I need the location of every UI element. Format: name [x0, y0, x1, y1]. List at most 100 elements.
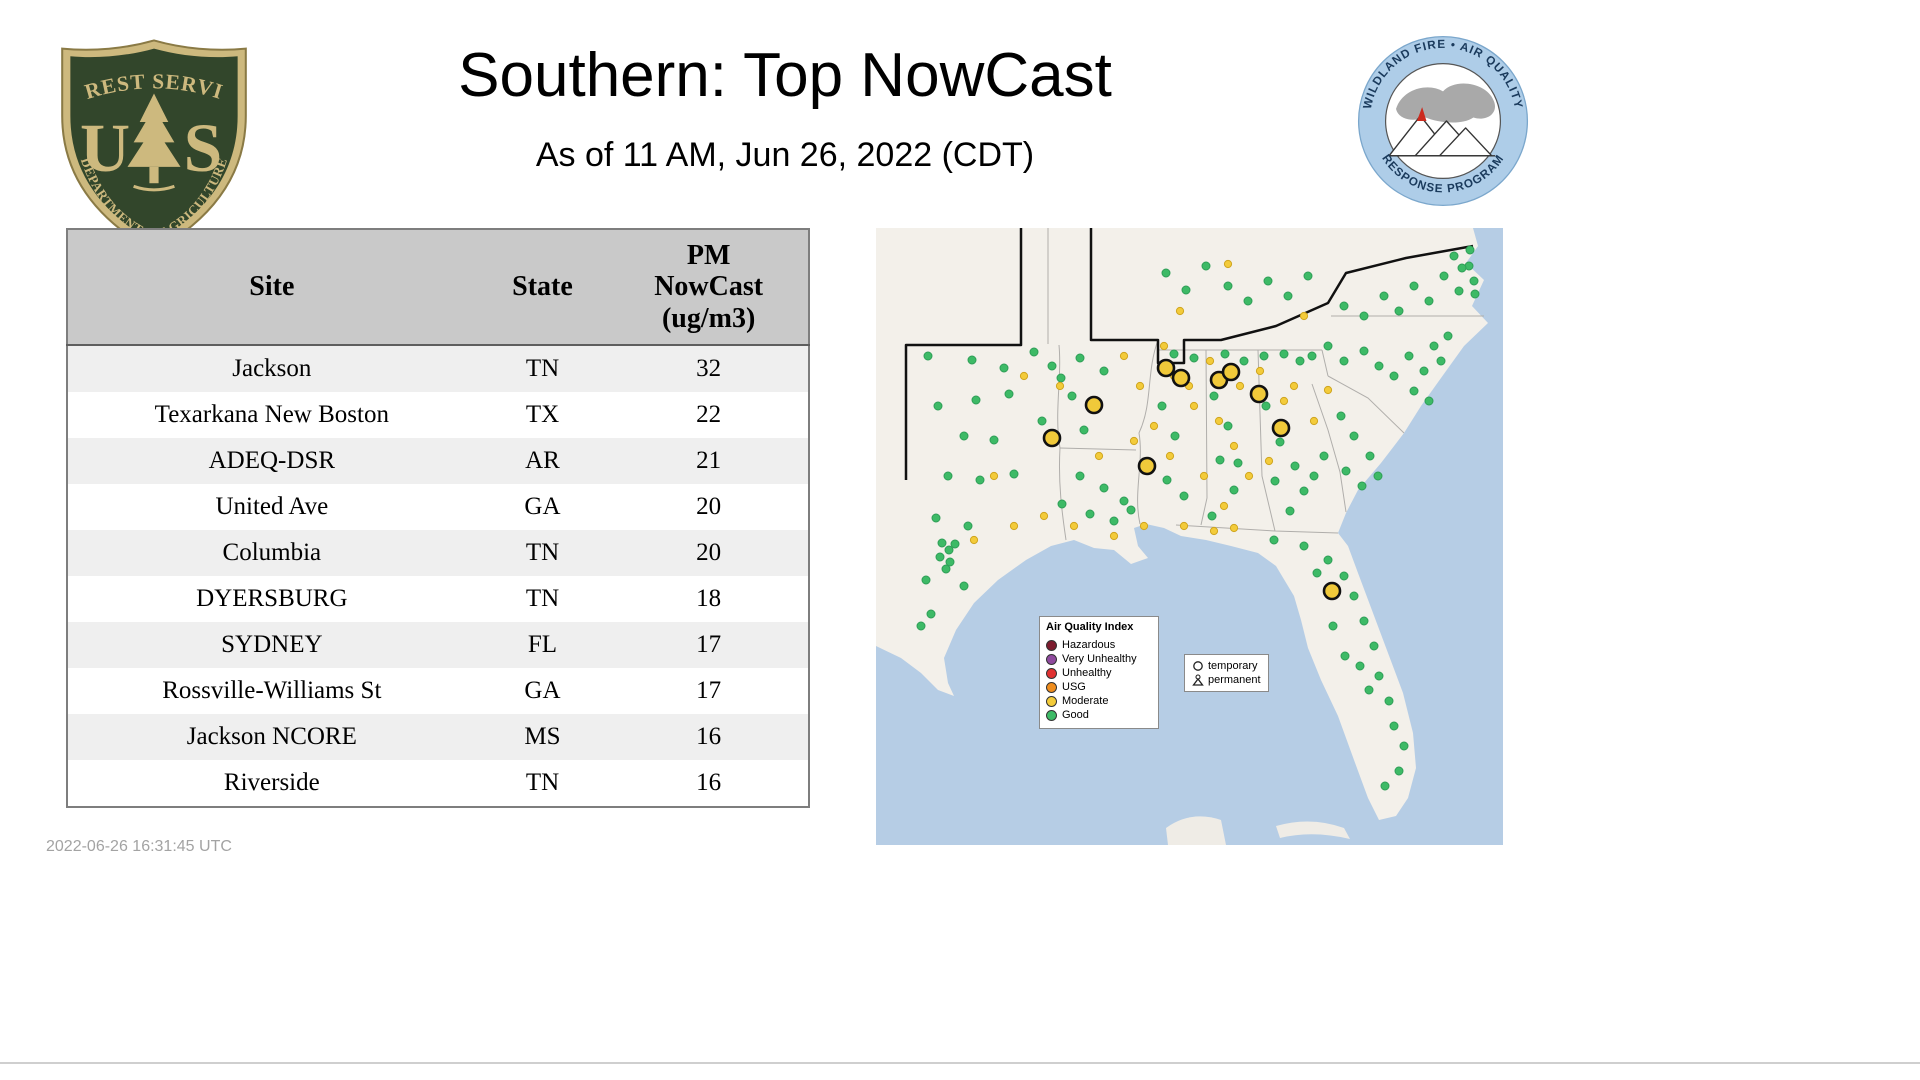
monitor-marker-good: [1323, 341, 1333, 351]
column-header-site: Site: [67, 229, 476, 347]
monitor-marker-good: [1409, 281, 1419, 291]
cell-pm-nowcast: 17: [696, 631, 722, 659]
monitor-marker-good: [1162, 475, 1172, 485]
monitor-marker-moderate: [1209, 526, 1219, 536]
monitor-marker-good: [933, 401, 943, 411]
cell-state: GA: [524, 677, 561, 705]
nowcast-table: Site State PM NowCast (ug/m3) Jackson TN 3…: [66, 228, 810, 809]
page-bottom-divider: [0, 1062, 1920, 1064]
monitor-marker-good: [1239, 356, 1249, 366]
monitor-marker-good: [1057, 499, 1067, 509]
cell-site: Texarkana New Boston: [154, 401, 389, 429]
monitor-marker-moderate: [1069, 521, 1079, 531]
monitor-marker-moderate: [1019, 371, 1029, 381]
monitor-marker-good: [1303, 271, 1313, 281]
monitor-marker-good: [1181, 285, 1191, 295]
monitor-marker-good: [1299, 486, 1309, 496]
top-site-marker: [1221, 362, 1241, 382]
monitor-marker-good: [1339, 301, 1349, 311]
monitor-marker-good: [975, 475, 985, 485]
cell-state: MS: [524, 723, 561, 751]
monitor-marker-good: [1357, 481, 1367, 491]
flame-icon: [1416, 107, 1427, 121]
monitor-marker-good: [959, 581, 969, 591]
monitor-marker-moderate: [1055, 381, 1065, 391]
cell-site: Columbia: [222, 539, 322, 567]
cuba-land: [1276, 821, 1350, 839]
monitor-marker-good: [1259, 351, 1269, 361]
monitor-marker-good: [1457, 263, 1467, 273]
monitor-marker-good: [1424, 296, 1434, 306]
region-boundary: [904, 228, 1474, 480]
cell-state: TN: [525, 585, 560, 613]
top-site-marker: [1249, 384, 1269, 404]
monitor-marker-moderate: [1323, 385, 1333, 395]
cell-pm-nowcast: 20: [696, 493, 722, 521]
permanent-legend-row: permanent: [1192, 673, 1261, 687]
monitor-marker-good: [999, 363, 1009, 373]
aqi-legend-title: Air Quality Index: [1046, 621, 1134, 633]
table-row: SYDNEY FL 17: [67, 622, 809, 669]
cell-pm-nowcast: 21: [696, 447, 722, 475]
monitor-marker-good: [1319, 451, 1329, 461]
page-subtitle: As of 11 AM, Jun 26, 2022 (CDT): [535, 136, 1035, 175]
temporary-label: temporary: [1208, 659, 1258, 672]
aqi-legend: Air Quality Index Hazardous Very Unhealth…: [1039, 616, 1159, 729]
state-borders: [1047, 228, 1484, 541]
monitor-marker-good: [1465, 245, 1475, 255]
monitor-marker-good: [1309, 471, 1319, 481]
cell-site: DYERSBURG: [196, 585, 348, 613]
monitor-marker-moderate: [1135, 381, 1145, 391]
top-site-marker: [1042, 428, 1062, 448]
monitor-marker-good: [1170, 431, 1180, 441]
monitor-marker-good: [1429, 341, 1439, 351]
monitor-marker-good: [1207, 511, 1217, 521]
monitor-marker-good: [1263, 276, 1273, 286]
monitor-marker-good: [1328, 621, 1338, 631]
monitor-marker-good: [1029, 347, 1039, 357]
monitor-marker-good: [950, 539, 960, 549]
top-site-marker: [1322, 581, 1342, 601]
cell-site: United Ave: [215, 493, 329, 521]
table-row: Rossville-Williams St GA 17: [67, 668, 809, 714]
monitor-marker-moderate: [969, 535, 979, 545]
monitor-marker-moderate: [1039, 511, 1049, 521]
monitor-marker-moderate: [1165, 451, 1175, 461]
cell-state: AR: [525, 447, 560, 475]
cell-state: TN: [525, 769, 560, 797]
cell-site: Riverside: [223, 769, 320, 797]
monitor-marker-good: [923, 351, 933, 361]
monitor-marker-good: [1399, 741, 1409, 751]
cell-state: GA: [524, 493, 561, 521]
monitor-marker-good: [1449, 251, 1459, 261]
aqi-label: USG: [1062, 680, 1086, 693]
monitor-marker-good: [1374, 361, 1384, 371]
monitor-marker-good: [1290, 461, 1300, 471]
monitor-marker-moderate: [1149, 421, 1159, 431]
monitor-marker-good: [1243, 296, 1253, 306]
monitor-marker-moderate: [1159, 341, 1169, 351]
monitor-marker-good: [1341, 466, 1351, 476]
monitor-marker-good: [1004, 389, 1014, 399]
monitor-marker-good: [1359, 346, 1369, 356]
cell-pm-nowcast: 32: [696, 355, 722, 383]
column-header-state: State: [475, 229, 610, 347]
aqi-label: Good: [1062, 708, 1089, 721]
aqi-legend-item: Very Unhealthy: [1046, 652, 1152, 666]
monitor-marker-good: [1389, 721, 1399, 731]
monitor-marker-moderate: [1205, 356, 1215, 366]
table-row: Jackson TN 32: [67, 345, 809, 393]
cell-state: FL: [527, 631, 558, 659]
yucatan-land: [1166, 816, 1226, 845]
monitor-marker-good: [1269, 535, 1279, 545]
cell-pm-nowcast: 18: [696, 585, 722, 613]
monitor-marker-good: [1047, 361, 1057, 371]
monitor-marker-good: [1299, 541, 1309, 551]
moderate-markers-layer: [969, 259, 1333, 545]
wfaqrp-seal: WILDLAND FIRE • AIR QUALITY RESPONSE PRO…: [1357, 35, 1529, 207]
monitor-marker-moderate: [1009, 521, 1019, 531]
aqi-label: Very Unhealthy: [1062, 652, 1137, 665]
cell-pm-nowcast: 16: [696, 769, 722, 797]
monitor-marker-moderate: [1094, 451, 1104, 461]
monitor-marker-good: [1279, 349, 1289, 359]
